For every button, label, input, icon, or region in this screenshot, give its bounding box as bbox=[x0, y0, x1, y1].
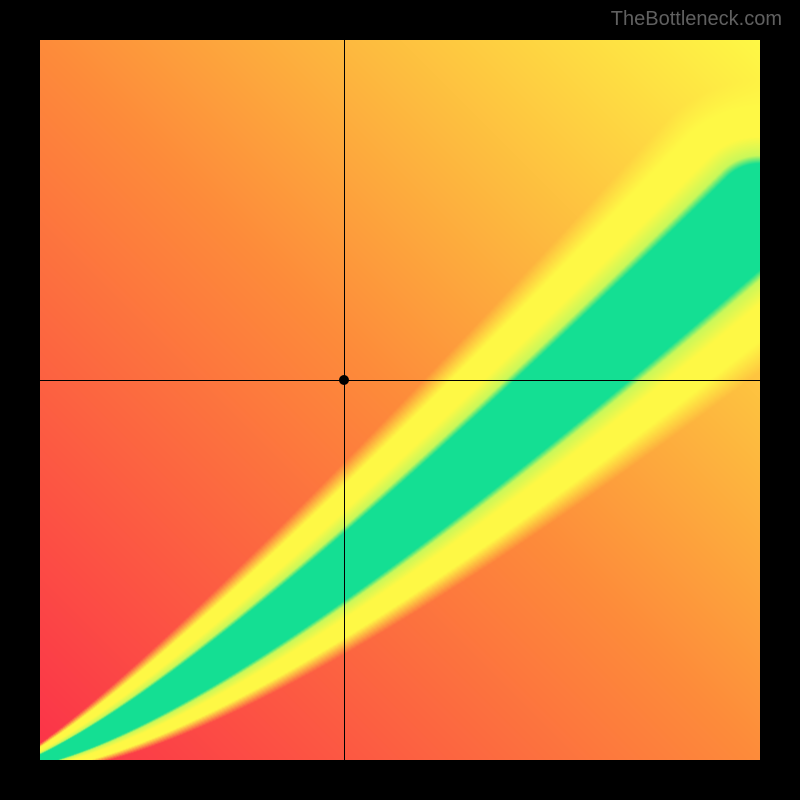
crosshair-vertical bbox=[344, 40, 345, 760]
watermark-text: TheBottleneck.com bbox=[611, 8, 782, 31]
crosshair-marker bbox=[339, 375, 349, 385]
crosshair-horizontal bbox=[40, 380, 760, 381]
heatmap-plot bbox=[40, 40, 760, 760]
heatmap-canvas bbox=[40, 40, 760, 760]
